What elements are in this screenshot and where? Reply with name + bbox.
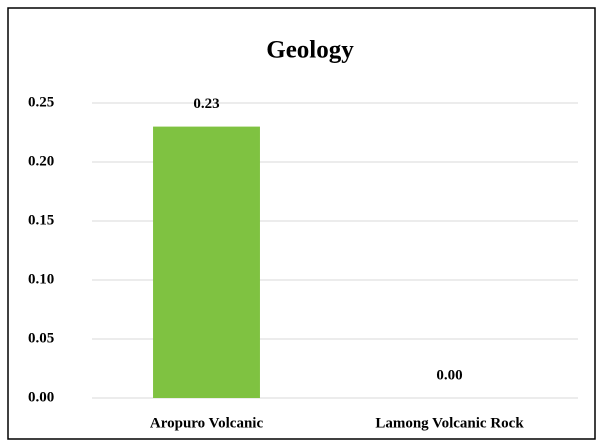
bar bbox=[153, 126, 260, 398]
x-tick-label: Aropuro Volcanic bbox=[150, 415, 264, 431]
y-tick-label: 0.15 bbox=[28, 212, 54, 228]
y-tick-label: 0.20 bbox=[28, 153, 54, 169]
value-label: 0.00 bbox=[436, 367, 462, 383]
y-tick-label: 0.25 bbox=[28, 94, 54, 110]
chart-title: Geology bbox=[266, 37, 354, 64]
y-tick-label: 0.05 bbox=[28, 330, 54, 346]
y-tick-label: 0.10 bbox=[28, 271, 54, 287]
y-tick-label: 0.00 bbox=[28, 389, 54, 405]
x-tick-label: Lamong Volcanic Rock bbox=[375, 415, 524, 431]
value-label: 0.23 bbox=[193, 96, 219, 112]
chart-border bbox=[7, 7, 596, 440]
